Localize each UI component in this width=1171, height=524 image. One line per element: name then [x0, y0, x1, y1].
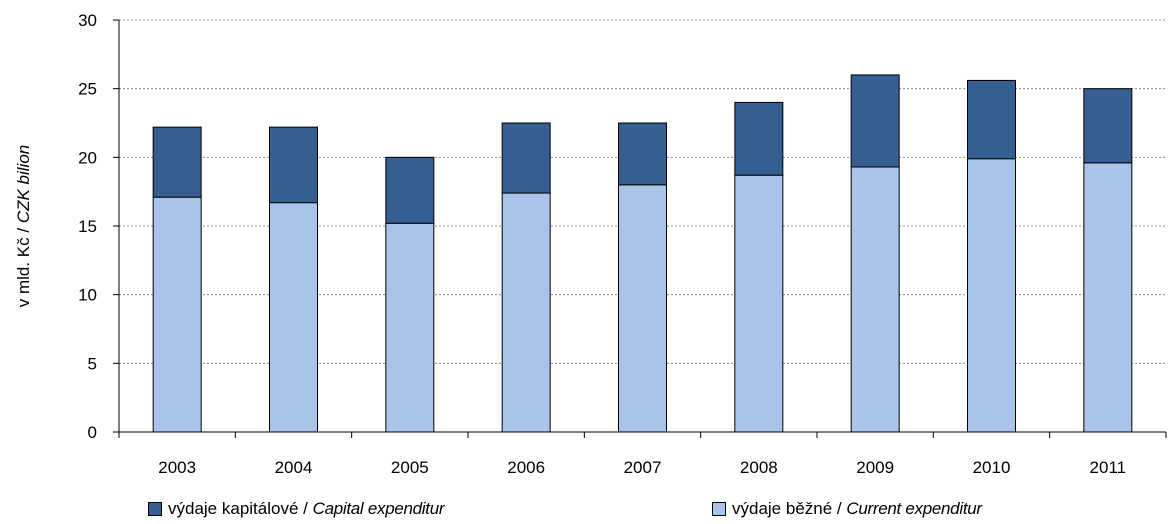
bar-capital-2004 — [269, 126, 318, 204]
legend-label-current-main: výdaje běžné — [732, 499, 833, 518]
bar-current-2010 — [967, 158, 1016, 433]
bar-capital-2010 — [967, 79, 1016, 160]
x-tick-label: 2008 — [740, 458, 778, 477]
y-tick-label: 25 — [78, 80, 97, 99]
x-tick-label: 2006 — [507, 458, 545, 477]
axes — [113, 19, 1167, 438]
bar-capital-2003 — [152, 126, 202, 198]
y-tick-label: 20 — [78, 148, 97, 167]
bar-capital-2006 — [501, 122, 551, 194]
x-tick-label: 2007 — [624, 458, 662, 477]
legend-label-capital-main: výdaje kapitálové — [168, 499, 299, 518]
bar-current-2009 — [850, 166, 900, 433]
legend-item-current: výdaje běžné / Current expenditur — [712, 497, 982, 521]
bar-capital-2008 — [734, 101, 784, 176]
bar-current-2004 — [269, 202, 318, 433]
y-tick-label: 10 — [78, 286, 97, 305]
x-tick-label: 2003 — [158, 458, 196, 477]
bar-current-2003 — [152, 196, 202, 433]
x-tick-label: 2011 — [1090, 458, 1127, 477]
x-tick-label: 2010 — [973, 458, 1011, 477]
y-axis-label: v mld. Kč / CZK bilion — [14, 145, 33, 308]
legend-label-capital-english: Capital expenditur — [312, 499, 445, 518]
y-tick-label: 5 — [88, 354, 97, 373]
x-tick-label: 2004 — [275, 458, 313, 477]
x-tick-labels: 2003 2004 2005 2006 2007 2008 2009 2010 2011 — [158, 458, 1126, 477]
bar-current-2008 — [734, 174, 784, 433]
bar-capital-2009 — [850, 74, 900, 168]
legend-item-capital: výdaje kapitálové / Capital expenditur — [148, 497, 445, 521]
y-tick-labels: 0 5 10 15 20 25 30 — [78, 11, 97, 442]
bar-current-2005 — [385, 222, 435, 433]
bar-current-2011 — [1083, 162, 1133, 433]
legend-swatch-capital — [148, 502, 162, 516]
bar-capital-2007 — [618, 122, 667, 186]
y-tick-label: 30 — [78, 11, 97, 30]
bar-capital-2005 — [385, 156, 435, 224]
y-axis-label-main: v mld. Kč — [14, 237, 33, 307]
x-tick-label: 2009 — [856, 458, 894, 477]
y-axis-label-english: CZK bilion — [14, 145, 33, 223]
bar-current-2007 — [618, 184, 667, 433]
legend-label-capital-separator: / — [298, 499, 313, 518]
y-tick-label: 0 — [88, 423, 97, 442]
bar-capital-2011 — [1083, 88, 1133, 164]
legend-label-current-english: Current expenditur — [846, 499, 982, 518]
y-tick-label: 15 — [78, 217, 97, 236]
legend-swatch-current — [712, 502, 726, 516]
x-tick-label: 2005 — [391, 458, 429, 477]
bar-current-2006 — [501, 192, 551, 433]
y-axis-label-separator: / — [14, 223, 33, 237]
legend-label-current-separator: / — [832, 499, 847, 518]
bars — [152, 74, 1133, 433]
